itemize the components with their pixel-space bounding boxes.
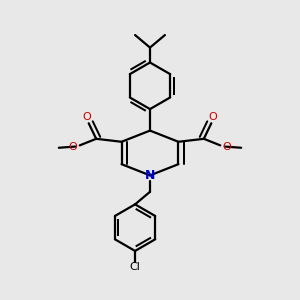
Text: O: O [208, 112, 217, 122]
Text: O: O [83, 112, 92, 122]
Text: N: N [145, 169, 155, 182]
Text: O: O [69, 142, 78, 152]
Text: O: O [222, 142, 231, 152]
Text: Cl: Cl [130, 262, 140, 272]
